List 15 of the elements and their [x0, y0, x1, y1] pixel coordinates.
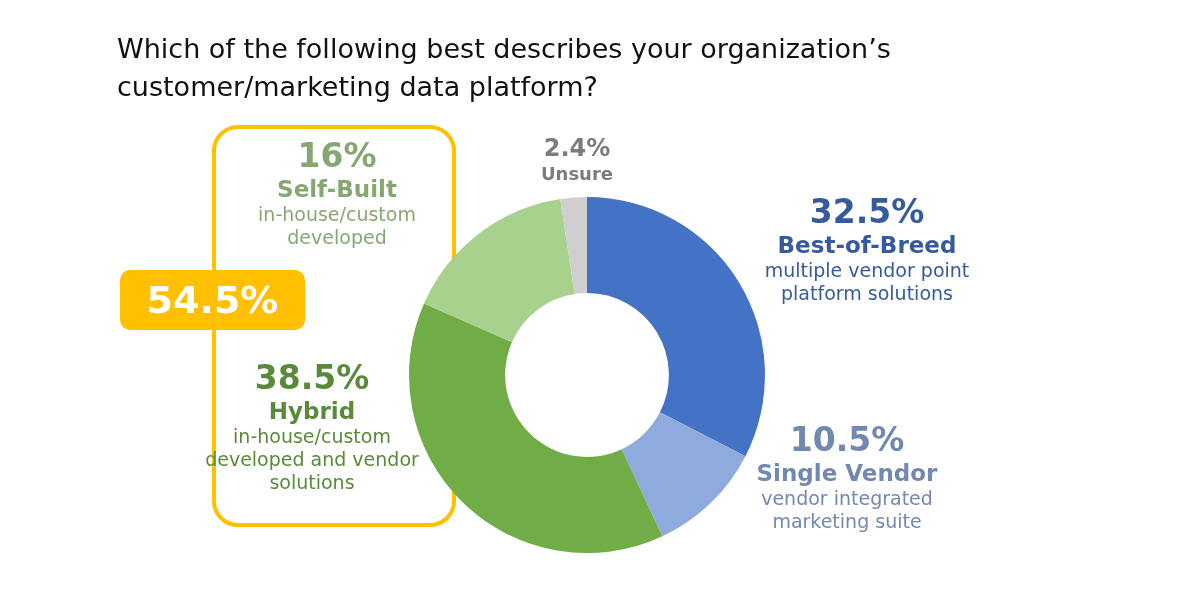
data-label: 10.5%: [788, 420, 906, 460]
slice-label: Self-Built: [276, 175, 398, 204]
data-label: 2.4%: [542, 134, 612, 163]
slice-label: Single Vendor: [755, 459, 939, 488]
slice-label: Unsure: [539, 162, 614, 185]
slice-label: Hybrid: [267, 397, 357, 426]
text: multiple vendor point platform solutions: [763, 259, 971, 305]
data-label: 38.5%: [253, 358, 371, 398]
data-label: 16%: [296, 136, 378, 176]
text: in-house/custom developed: [257, 203, 417, 249]
chart-title: Which of the following best describes your organization’s customer/marketing data platform?: [117, 32, 892, 104]
data-label: 32.5%: [808, 192, 926, 232]
text: 54.5%: [120, 270, 305, 330]
slice-label: Best-of-Breed: [776, 231, 958, 260]
text: vendor integrated marketing suite: [760, 487, 934, 533]
